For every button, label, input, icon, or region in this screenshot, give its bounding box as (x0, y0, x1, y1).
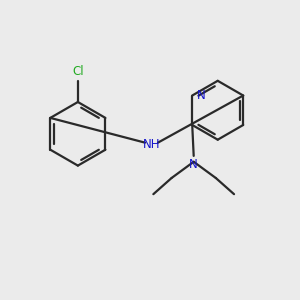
Text: Cl: Cl (72, 65, 84, 78)
Text: N: N (196, 89, 206, 102)
Text: NH: NH (143, 138, 160, 151)
Text: N: N (189, 158, 198, 171)
